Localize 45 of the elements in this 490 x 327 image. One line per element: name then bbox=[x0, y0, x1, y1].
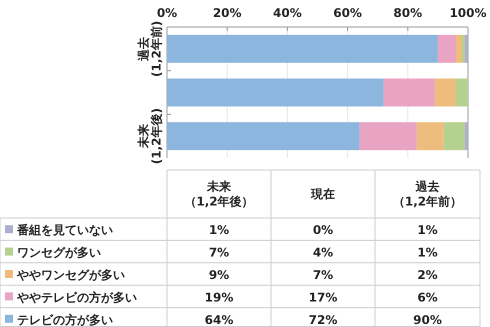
text: 6% bbox=[417, 290, 438, 304]
bar bbox=[434, 78, 456, 106]
x-tick-label: 100% bbox=[449, 6, 487, 20]
bar bbox=[462, 34, 465, 63]
text: 17% bbox=[308, 290, 338, 304]
legend-label: ややテレビの方が多い bbox=[16, 290, 137, 304]
legend-label: 番組を見ていない bbox=[16, 223, 113, 238]
bar bbox=[167, 34, 438, 63]
text: 4% bbox=[312, 246, 334, 260]
bar bbox=[438, 34, 456, 63]
y-tick-label: 過去(1,2年前) bbox=[136, 20, 164, 77]
text: 72% bbox=[308, 312, 338, 327]
text: 1% bbox=[417, 223, 438, 238]
bar bbox=[444, 122, 465, 150]
text: 90% bbox=[413, 312, 442, 327]
bar bbox=[456, 78, 468, 106]
legend-label: ワンセグが多い bbox=[17, 246, 101, 260]
text: 9% bbox=[208, 268, 230, 282]
bar bbox=[464, 34, 468, 63]
x-tick-label: 40% bbox=[273, 6, 302, 20]
text: 1% bbox=[208, 223, 230, 238]
legend-label: テレビの方が多い bbox=[17, 312, 113, 327]
text: 2% bbox=[417, 268, 438, 282]
text: 64% bbox=[204, 312, 234, 327]
bar bbox=[416, 122, 444, 150]
x-tick-label: 20% bbox=[212, 6, 242, 20]
text: 7% bbox=[208, 246, 230, 260]
x-tick-label: 60% bbox=[333, 6, 362, 20]
x-tick-label: 0% bbox=[156, 6, 178, 20]
bar bbox=[167, 122, 360, 150]
y-tick-label: 未来(1,2年後) bbox=[136, 108, 164, 164]
text: 過去（1,2年前） bbox=[392, 180, 462, 208]
legend-label: ややワンセグが多い bbox=[16, 268, 125, 282]
text: 19% bbox=[204, 290, 234, 304]
bar bbox=[360, 122, 417, 150]
text: 現在 bbox=[311, 187, 335, 201]
text: 1% bbox=[417, 246, 438, 260]
text: 7% bbox=[312, 268, 334, 282]
bar bbox=[167, 78, 384, 106]
bar bbox=[456, 34, 462, 63]
bar bbox=[464, 122, 468, 150]
text: 未来（1,2年後） bbox=[184, 180, 254, 208]
bar bbox=[384, 78, 435, 106]
x-tick-label: 80% bbox=[393, 6, 422, 20]
text: 0% bbox=[312, 223, 334, 238]
